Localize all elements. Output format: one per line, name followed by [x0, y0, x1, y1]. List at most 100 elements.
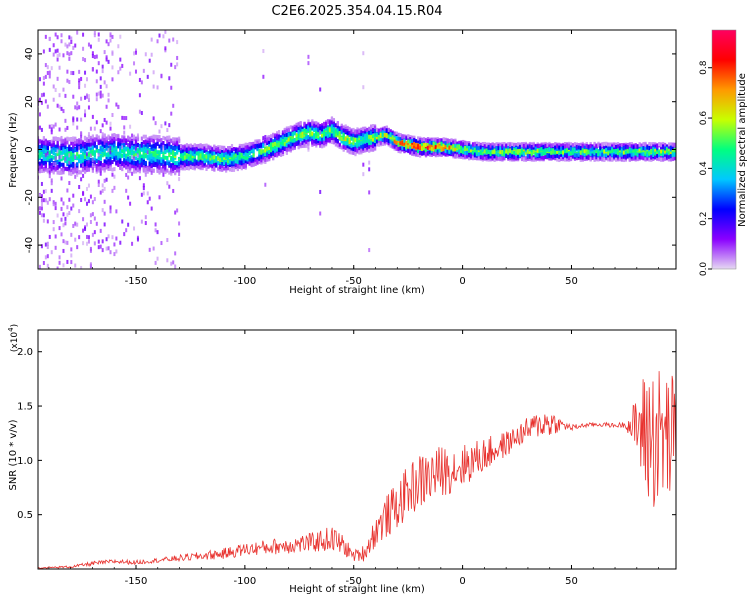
heatmap-cell [48, 234, 51, 239]
heatmap-cell [84, 166, 87, 171]
heatmap-cell [413, 138, 416, 143]
heatmap-cell [336, 121, 339, 126]
heatmap-cell [246, 145, 249, 150]
heatmap-cell [303, 128, 306, 133]
heatmap-cell [489, 156, 492, 161]
heatmap-cell [38, 157, 40, 162]
heatmap-cell [113, 140, 116, 145]
heatmap-cell [307, 122, 310, 127]
heatmap-cell [354, 142, 357, 147]
heatmap-cell [109, 139, 112, 144]
heatmap-cell [172, 169, 175, 174]
heatmap-cell [178, 177, 181, 182]
heatmap-cell [428, 152, 432, 157]
heatmap-cell [70, 171, 73, 176]
heatmap-cell [319, 136, 322, 141]
heatmap-cell [181, 148, 185, 153]
heatmap-cell [46, 143, 49, 148]
heatmap-cell [84, 113, 87, 118]
heatmap-cell [481, 141, 484, 146]
heatmap-cell [170, 85, 173, 90]
heatmap-cell [87, 199, 90, 204]
heatmap-cell [164, 136, 167, 141]
heatmap-cell [109, 121, 112, 126]
heatmap-cell [68, 35, 71, 40]
heatmap-cell [389, 139, 392, 144]
heatmap-cell [328, 122, 332, 127]
heatmap-cell [107, 148, 110, 153]
heatmap-cell [156, 166, 159, 171]
heatmap-cell [213, 166, 216, 171]
heatmap-cell [499, 146, 502, 151]
heatmap-cell [119, 34, 122, 39]
heatmap-cell [411, 144, 414, 149]
heatmap-cell [417, 139, 420, 144]
heatmap-cell [38, 193, 41, 198]
heatmap-cell [129, 143, 132, 148]
heatmap-cell [54, 206, 57, 211]
heatmap-cell [166, 135, 169, 140]
heatmap-cell [38, 161, 42, 166]
heatmap-cell [277, 132, 281, 137]
heatmap-cell [450, 138, 453, 143]
heatmap-cell [123, 148, 126, 153]
heatmap-cell [336, 125, 339, 130]
heatmap-cell [323, 124, 326, 129]
heatmap-cell [340, 139, 343, 144]
heatmap-cell [225, 151, 228, 156]
heatmap-cell [178, 166, 181, 171]
heatmap-cell [129, 124, 132, 129]
heatmap-cell [493, 149, 496, 154]
heatmap-cell [129, 164, 132, 169]
heatmap-cell [78, 156, 81, 161]
heatmap-cell [332, 132, 336, 137]
heatmap-cell [421, 151, 424, 156]
heatmap-cell [121, 145, 124, 150]
heatmap-cell [168, 170, 171, 175]
heatmap-cell [236, 153, 239, 158]
heatmap-cell [62, 248, 65, 253]
heatmap-cell [477, 146, 481, 151]
heatmap-cell [317, 132, 320, 137]
heatmap-cell [119, 159, 122, 164]
heatmap-cell [272, 142, 275, 147]
heatmap-cell [38, 146, 40, 151]
heatmap-cell [142, 149, 145, 154]
heatmap-cell [444, 137, 447, 142]
heatmap-cell [178, 146, 181, 151]
heatmap-cell [42, 213, 45, 218]
heatmap-cell [272, 148, 275, 153]
heatmap-cell [111, 160, 114, 165]
heatmap-cell [129, 169, 132, 174]
heatmap-cell [70, 163, 73, 168]
heatmap-cell [115, 236, 118, 241]
heatmap-cell [80, 76, 83, 81]
heatmap-cell [268, 146, 271, 151]
heatmap-cell [54, 136, 57, 141]
heatmap-cell [199, 153, 202, 158]
heatmap-cell [268, 155, 271, 160]
heatmap-cell [373, 146, 377, 151]
heatmap-cell [129, 71, 132, 76]
heatmap-cell [385, 138, 388, 143]
heatmap-cell [81, 147, 85, 152]
heatmap-cell [438, 138, 441, 143]
heatmap-cell [72, 203, 75, 208]
heatmap-cell [469, 147, 473, 152]
heatmap-cell [76, 162, 79, 167]
heatmap-cell [466, 153, 469, 158]
heatmap-cell [97, 156, 100, 161]
heatmap-cell [317, 139, 320, 144]
heatmap-cell [264, 156, 267, 161]
heatmap-cell [58, 158, 61, 163]
heatmap-cell [113, 143, 116, 148]
heatmap-cell [389, 143, 392, 148]
heatmap-cell [370, 130, 373, 135]
heatmap-cell [289, 137, 292, 142]
heatmap-cell [91, 166, 94, 171]
heatmap-cell [142, 68, 145, 73]
heatmap-cell [454, 147, 457, 152]
heatmap-cell [52, 202, 55, 207]
heatmap-cell [511, 146, 514, 151]
heatmap-cell [491, 156, 494, 161]
